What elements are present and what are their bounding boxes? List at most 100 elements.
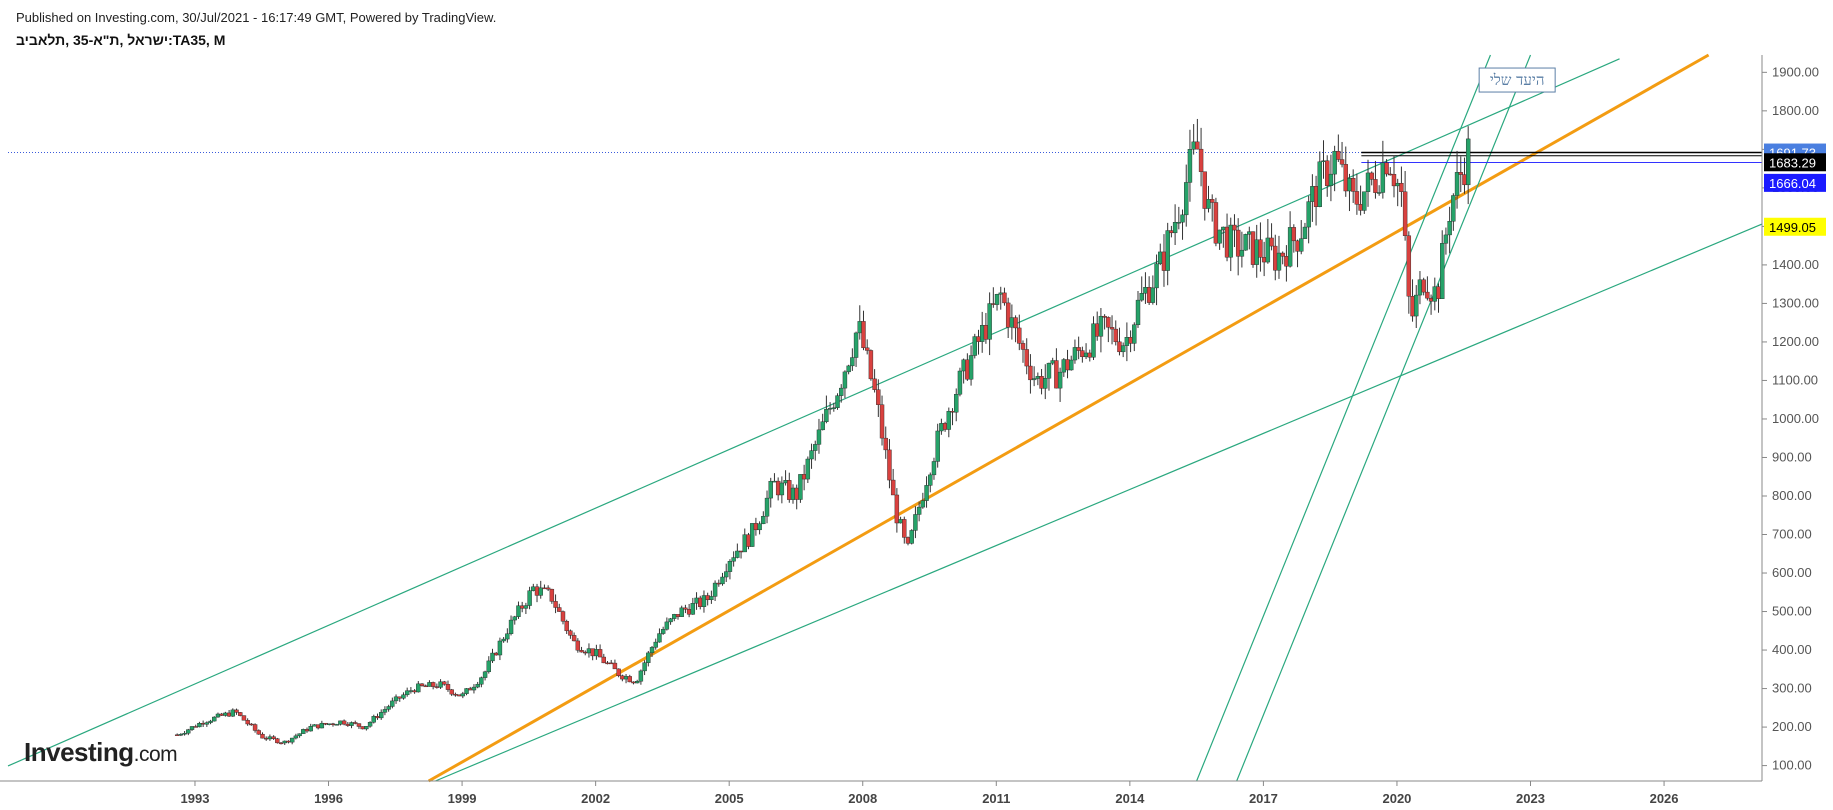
candle-body xyxy=(827,408,833,410)
candle xyxy=(698,595,703,610)
candle xyxy=(226,709,232,717)
candle-body xyxy=(178,733,184,736)
candle xyxy=(264,736,269,741)
candle-body xyxy=(1191,141,1196,150)
candle-body xyxy=(445,684,451,690)
candle xyxy=(419,683,425,687)
candle-body xyxy=(683,607,688,610)
candle xyxy=(876,379,881,417)
candle xyxy=(583,650,588,656)
price-badge-label: 1499.05 xyxy=(1769,220,1816,235)
candle xyxy=(864,339,870,355)
target-annotation[interactable]: היעד שלי xyxy=(1478,67,1556,93)
candle-body xyxy=(427,682,432,687)
candle xyxy=(215,712,221,718)
candle xyxy=(731,551,736,567)
candle xyxy=(557,603,562,612)
candle xyxy=(1146,276,1152,306)
candle-body xyxy=(887,449,892,481)
candle-body xyxy=(1057,371,1063,389)
candle-body xyxy=(1358,204,1363,211)
candle xyxy=(353,720,358,725)
candle-body xyxy=(1109,327,1115,330)
candle-body xyxy=(386,706,391,710)
candle-body xyxy=(1213,202,1219,244)
candle xyxy=(1417,271,1423,305)
candle-body xyxy=(1451,195,1456,222)
candle-body xyxy=(842,371,848,389)
candle xyxy=(905,536,911,546)
candle-body xyxy=(627,676,632,683)
candle xyxy=(890,468,896,496)
candle xyxy=(1217,229,1222,250)
candle xyxy=(267,734,273,741)
candle-body xyxy=(245,720,250,725)
candle-body xyxy=(204,722,210,725)
candle-body xyxy=(965,359,970,380)
candle-body xyxy=(330,723,336,725)
candle-body xyxy=(657,633,662,643)
candle-body xyxy=(1120,345,1126,353)
candle xyxy=(519,601,525,613)
candle xyxy=(364,726,369,731)
steep-2-line xyxy=(1236,54,1532,782)
candle-body xyxy=(1443,234,1449,244)
candle xyxy=(430,681,436,690)
candle-body xyxy=(1113,328,1118,343)
candle-body xyxy=(857,321,862,334)
candle-body xyxy=(753,523,759,531)
candle-body xyxy=(991,303,996,305)
candle-body xyxy=(208,720,213,723)
candle-body xyxy=(1087,352,1092,358)
candle-body xyxy=(430,682,436,687)
candle-body xyxy=(876,389,881,405)
candle xyxy=(657,628,662,643)
candle xyxy=(1299,220,1304,255)
candle xyxy=(976,329,981,355)
candle-body xyxy=(419,683,425,687)
candle xyxy=(931,457,937,480)
candle xyxy=(289,737,295,745)
candle-body xyxy=(401,694,406,699)
candle xyxy=(200,720,206,727)
candle xyxy=(712,580,718,602)
candle xyxy=(857,305,862,340)
candle-body xyxy=(252,724,258,731)
candle-body xyxy=(464,688,469,694)
candle-body xyxy=(538,587,543,596)
candle xyxy=(939,418,944,435)
candle-body xyxy=(1165,230,1170,271)
candle xyxy=(531,583,536,592)
candle xyxy=(341,719,347,726)
candle-body xyxy=(931,461,937,476)
candle xyxy=(260,732,265,739)
candle xyxy=(245,718,250,726)
candle-body xyxy=(790,487,796,500)
candle-body xyxy=(905,537,911,544)
y-tick-label: 1300.00 xyxy=(1772,295,1819,310)
candle xyxy=(798,474,803,503)
candle xyxy=(490,648,495,663)
candle xyxy=(1165,222,1170,286)
candle-body xyxy=(1261,257,1267,263)
candle xyxy=(416,681,421,693)
candle-body xyxy=(1083,352,1089,358)
candle xyxy=(297,733,302,738)
y-tick-label: 1100.00 xyxy=(1772,372,1818,387)
candle-body xyxy=(813,444,818,451)
candle xyxy=(1150,275,1156,305)
candle-body xyxy=(1325,160,1330,186)
candle xyxy=(1221,226,1226,248)
candle xyxy=(442,680,447,686)
candle xyxy=(1432,277,1437,311)
x-tick-label: 2014 xyxy=(1115,791,1145,806)
price-badge-blue: 1666.04 xyxy=(1764,173,1826,192)
candle-body xyxy=(1132,324,1137,344)
candle xyxy=(1339,141,1345,168)
candle-body xyxy=(916,506,922,515)
candle xyxy=(330,722,336,727)
candle xyxy=(1054,348,1059,389)
candle-body xyxy=(219,713,224,716)
candle xyxy=(1239,231,1245,268)
